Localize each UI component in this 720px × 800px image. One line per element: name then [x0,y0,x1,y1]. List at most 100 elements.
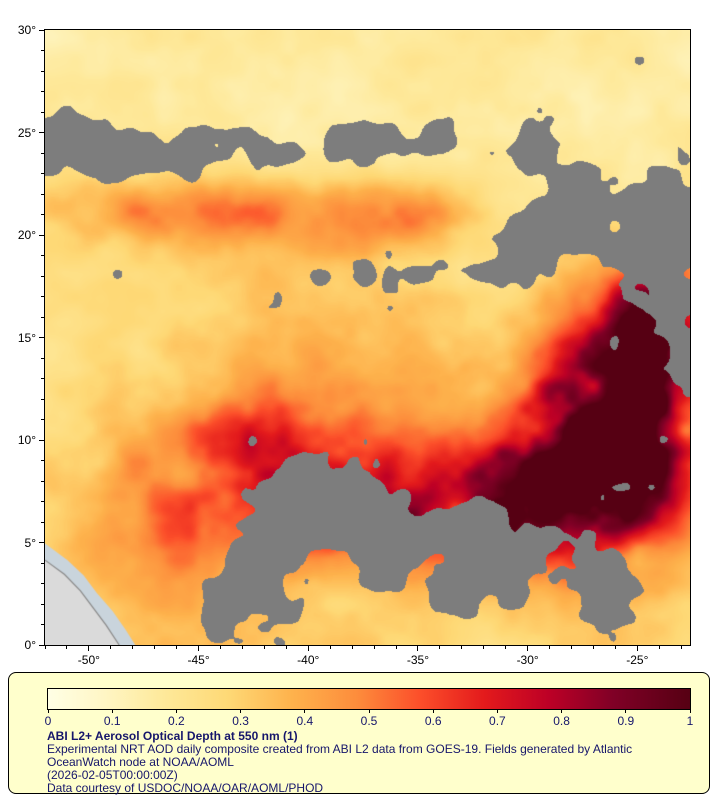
x-minor-tick [241,646,243,649]
y-major-tick [39,542,44,543]
x-minor-tick [66,646,68,649]
x-tick-label: -30° [516,653,539,667]
x-minor-tick [44,646,46,649]
colorbar-tick-label: 0.5 [360,714,378,728]
colorbar-tick-label: 0.6 [424,714,442,728]
colorbar-tick-label: 0.2 [168,714,185,728]
x-minor-tick [132,646,134,649]
y-tick-label: 30° [17,23,36,37]
y-major-tick [39,234,44,236]
x-minor-tick [549,646,551,649]
y-major-tick [39,337,44,338]
y-minor-tick [41,193,44,195]
y-tick-label: 5° [24,535,36,550]
y-tick-label: 10° [17,433,36,447]
colorbar [47,688,691,710]
x-minor-tick [483,646,485,649]
colorbar-tick [561,709,563,713]
x-minor-tick [505,646,507,649]
colorbar-tick [240,709,242,713]
y-minor-tick [41,296,44,297]
x-major-tick [307,646,309,651]
x-minor-tick [658,646,660,649]
legend-credit: Data courtesy of USDOC/NOAA/OAR/AOML/PHO… [47,781,324,795]
y-major-tick [39,132,44,133]
x-minor-tick [351,646,353,649]
y-minor-tick [41,603,44,605]
x-minor-tick [373,646,375,649]
y-minor-tick [41,583,44,584]
y-tick-label: 25° [17,125,36,140]
x-minor-tick [680,646,682,649]
x-tick-label: -35° [406,653,430,667]
x-tick-label: -40° [297,653,320,667]
y-major-tick [39,644,44,646]
y-minor-tick [41,173,44,174]
x-major-tick [88,646,90,651]
y-minor-tick [41,255,44,256]
y-minor-tick [41,398,44,400]
x-tick-label: -50° [77,653,100,667]
colorbar-tick-label: 0.1 [103,714,121,728]
x-minor-tick [614,646,616,649]
x-minor-tick [176,646,178,649]
colorbar-tick-label: 0.9 [617,714,635,728]
y-minor-tick [41,378,44,379]
y-minor-tick [41,70,44,72]
x-minor-tick [571,646,573,649]
y-minor-tick [41,501,44,502]
y-minor-tick [41,214,44,215]
colorbar-tick [496,709,498,713]
y-minor-tick [41,50,44,51]
y-minor-tick [41,316,44,318]
x-major-tick [636,646,638,651]
y-minor-tick [41,624,44,625]
x-major-tick [417,646,419,651]
colorbar-tick [625,709,627,713]
x-minor-tick [439,646,441,649]
y-minor-tick [41,480,44,482]
legend-text-block: ABI L2+ Aerosol Optical Depth at 550 nm … [47,730,702,795]
x-minor-tick [154,646,156,649]
y-minor-tick [41,419,44,420]
colorbar-tick [368,709,370,713]
x-minor-tick [461,646,463,649]
y-minor-tick [41,275,44,277]
map-frame [44,29,691,646]
y-tick-label: 0° [24,638,36,652]
colorbar-tick [689,709,691,713]
y-tick-label: 20° [17,228,36,242]
colorbar-tick [175,709,177,713]
x-minor-tick [395,646,397,649]
colorbar-tick-label: 0.3 [232,714,249,728]
colorbar-tick-label: 0.4 [296,714,314,728]
y-minor-tick [41,460,44,461]
y-minor-tick [41,357,44,359]
y-minor-tick [41,111,44,113]
y-major-tick [39,439,44,441]
colorbar-tick [47,709,49,713]
colorbar-tick-label: 0.7 [489,714,506,728]
legend-panel: ABI L2+ Aerosol Optical Depth at 550 nm … [8,672,710,795]
y-tick-label: 15° [17,330,36,345]
colorbar-tick [111,709,113,713]
colorbar-tick [304,709,306,713]
x-minor-tick [329,646,331,649]
aod-map-canvas [45,30,690,645]
colorbar-tick-label: 0.8 [553,714,570,728]
x-tick-label: -25° [626,653,649,667]
x-major-tick [198,646,200,651]
y-minor-tick [41,562,44,564]
x-minor-tick [592,646,594,649]
y-minor-tick [41,521,44,523]
legend-description: Experimental NRT AOD daily composite cre… [47,742,633,769]
y-major-tick [39,29,44,31]
colorbar-tick-label: 0 [44,714,52,728]
legend-timestamp: (2026-02-05T00:00:00Z) [47,768,178,782]
y-minor-tick [41,152,44,154]
colorbar-tick [432,709,434,713]
colorbar-tick-label: 1 [686,714,694,728]
x-minor-tick [285,646,287,649]
x-major-tick [527,646,529,651]
